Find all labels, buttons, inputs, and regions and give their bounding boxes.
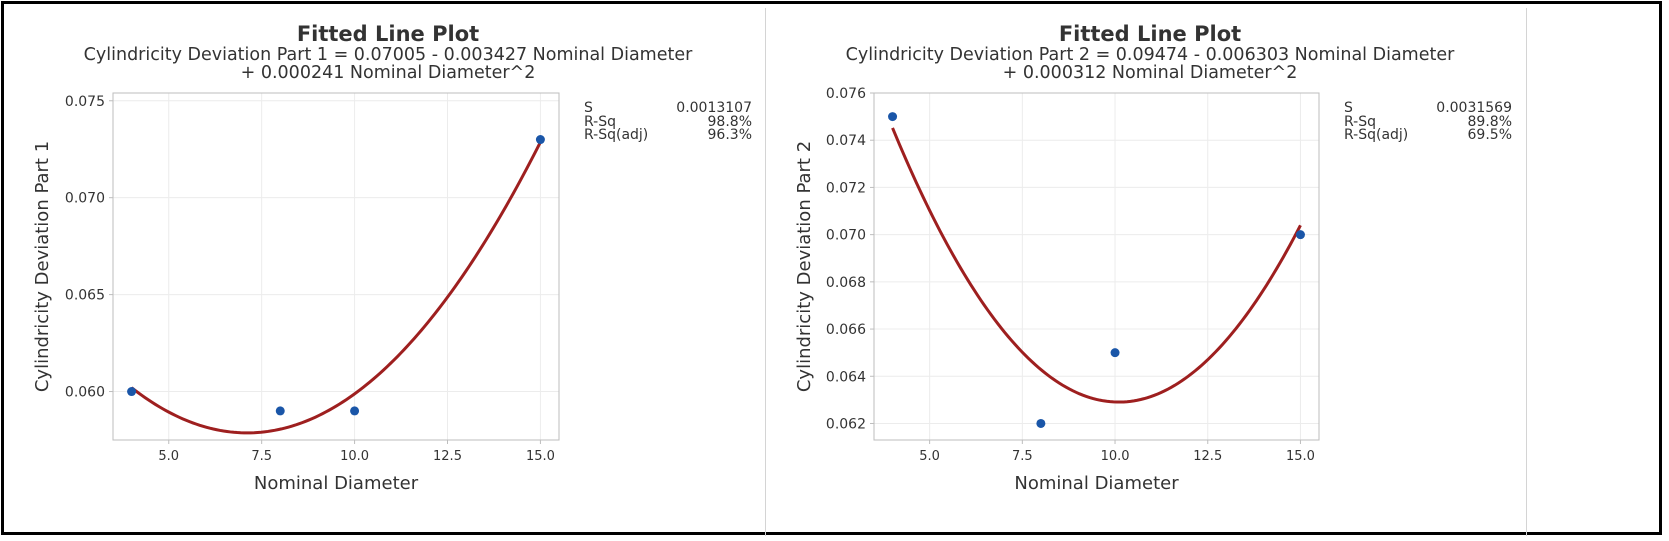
chart-subtitle-line-1: Cylindricity Deviation Part 2 = 0.09474 … bbox=[845, 45, 1455, 65]
x-tick-label: 12.5 bbox=[433, 449, 462, 464]
plot-area-border bbox=[112, 92, 560, 441]
stat-label: S bbox=[1344, 100, 1353, 116]
y-tick-label: 0.064 bbox=[826, 369, 866, 385]
stat-value: 98.8% bbox=[707, 113, 752, 130]
chart-subtitle-line-1: Cylindricity Deviation Part 1 = 0.07005 … bbox=[83, 45, 693, 65]
data-point bbox=[535, 135, 545, 145]
x-axis-label: Nominal Diameter bbox=[1014, 473, 1179, 494]
y-tick-label: 0.070 bbox=[826, 228, 866, 244]
stat-row-s: S 0.0013107 bbox=[584, 100, 752, 116]
data-point bbox=[350, 406, 360, 416]
chart-subtitle-line-2: + 0.000312 Nominal Diameter^2 bbox=[1002, 63, 1298, 83]
fitted-line bbox=[891, 127, 1302, 404]
x-tick-label: 12.5 bbox=[1193, 449, 1222, 464]
x-axis-label: Nominal Diameter bbox=[254, 473, 419, 494]
data-point bbox=[275, 406, 285, 416]
x-tick-label: 15.0 bbox=[526, 449, 555, 464]
y-tick-label: 0.074 bbox=[826, 133, 866, 149]
data-point bbox=[888, 112, 898, 122]
stat-row-r-sq-adj: R-Sq(adj) 69.5% bbox=[1344, 127, 1512, 143]
x-tick-label: 10.0 bbox=[340, 449, 369, 464]
x-tick-label: 10.0 bbox=[1101, 449, 1130, 464]
stat-value: 89.8% bbox=[1467, 113, 1512, 130]
stat-label: S bbox=[584, 100, 593, 116]
fit-statistics: S 0.0013107 R-Sq 98.8% R-Sq(adj) 96.3% bbox=[584, 100, 752, 143]
data-point bbox=[127, 387, 137, 397]
chart-title: Fitted Line Plot bbox=[1058, 22, 1242, 46]
stat-label: R-Sq bbox=[1344, 113, 1376, 130]
fitted-line-plot-part-2: Fitted Line Plot Cylindricity Deviation … bbox=[770, 8, 1530, 538]
stat-row-r-sq-adj: R-Sq(adj) 96.3% bbox=[584, 127, 752, 143]
stat-row-r-sq: R-Sq 98.8% bbox=[584, 113, 752, 130]
y-axis-label: Cylindricity Deviation Part 2 bbox=[794, 141, 815, 392]
x-tick-label: 15.0 bbox=[1286, 449, 1315, 464]
x-tick-label: 7.5 bbox=[1012, 449, 1033, 464]
x-tick-label: 5.0 bbox=[158, 449, 179, 464]
y-axis-label: Cylindricity Deviation Part 1 bbox=[32, 141, 53, 392]
plot-area-border bbox=[873, 92, 1320, 441]
stat-value: 96.3% bbox=[707, 127, 752, 143]
stat-value: 69.5% bbox=[1467, 127, 1512, 143]
data-point bbox=[1295, 230, 1305, 240]
panel-divider bbox=[765, 8, 766, 536]
chart-subtitle-line-2: + 0.000241 Nominal Diameter^2 bbox=[240, 63, 536, 83]
stat-label: R-Sq bbox=[584, 113, 616, 130]
stat-row-r-sq: R-Sq 89.8% bbox=[1344, 113, 1512, 130]
y-tick-label: 0.072 bbox=[826, 180, 866, 196]
y-tick-label: 0.066 bbox=[826, 322, 866, 338]
fitted-line bbox=[130, 141, 542, 435]
stat-value: 0.0031569 bbox=[1436, 100, 1512, 116]
stat-row-s: S 0.0031569 bbox=[1344, 100, 1512, 116]
data-point bbox=[1110, 348, 1120, 358]
y-tick-label: 0.070 bbox=[65, 191, 105, 207]
plot-svg: 5.0 7.5 10.0 12.5 15.0 0.062 0.064 0.066 0.068 0.… bbox=[794, 86, 1320, 494]
stat-label: R-Sq(adj) bbox=[1344, 127, 1409, 143]
data-point bbox=[1036, 418, 1046, 428]
panel-divider bbox=[1526, 8, 1527, 536]
y-tick-label: 0.075 bbox=[65, 94, 105, 110]
stat-label: R-Sq(adj) bbox=[584, 127, 649, 143]
x-tick-label: 5.0 bbox=[919, 449, 940, 464]
plot-svg: 5.0 7.5 10.0 12.5 15.0 0.060 0.065 0.070 0.075 No… bbox=[32, 92, 560, 494]
fitted-line-plot-part-1: Fitted Line Plot Cylindricity Deviation … bbox=[8, 8, 768, 538]
chart-title: Fitted Line Plot bbox=[296, 22, 480, 46]
x-tick-label: 7.5 bbox=[251, 449, 272, 464]
y-tick-label: 0.062 bbox=[826, 416, 866, 432]
fit-statistics: S 0.0031569 R-Sq 89.8% R-Sq(adj) 69.5% bbox=[1344, 100, 1512, 143]
y-tick-label: 0.076 bbox=[826, 86, 866, 102]
y-tick-label: 0.068 bbox=[826, 275, 866, 291]
y-tick-label: 0.065 bbox=[65, 288, 105, 304]
y-tick-label: 0.060 bbox=[65, 385, 105, 401]
stat-value: 0.0013107 bbox=[676, 100, 752, 116]
